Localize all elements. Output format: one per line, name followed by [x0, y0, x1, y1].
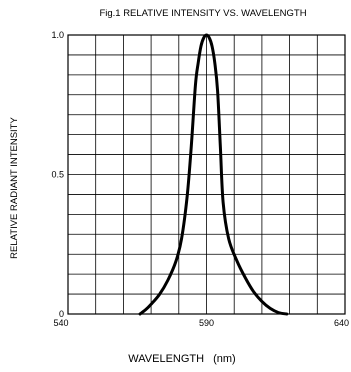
x-tick-label: 640 — [334, 318, 349, 328]
x-tick-label: 590 — [199, 318, 214, 328]
y-tick-label: 0.5 — [51, 170, 64, 180]
tick-labels: 540 590 640 0 0.5 1.0 — [51, 30, 349, 328]
series-layer — [138, 33, 289, 316]
y-axis-label: RELATIVE RADIANT INTENSITY — [9, 117, 20, 259]
x-tick-label: 540 — [53, 318, 68, 328]
intensity-curve — [138, 33, 289, 316]
chart-grid — [68, 35, 345, 314]
y-tick-label: 1.0 — [51, 30, 64, 40]
x-axis-title: WAVELENGTH — [128, 353, 204, 365]
x-axis-unit: (nm) — [213, 353, 236, 365]
y-tick-label: 0 — [59, 309, 64, 319]
x-axis-label: WAVELENGTH (nm) — [128, 353, 235, 365]
chart-title: Fig.1 RELATIVE INTENSITY VS. WAVELENGTH — [99, 8, 306, 19]
